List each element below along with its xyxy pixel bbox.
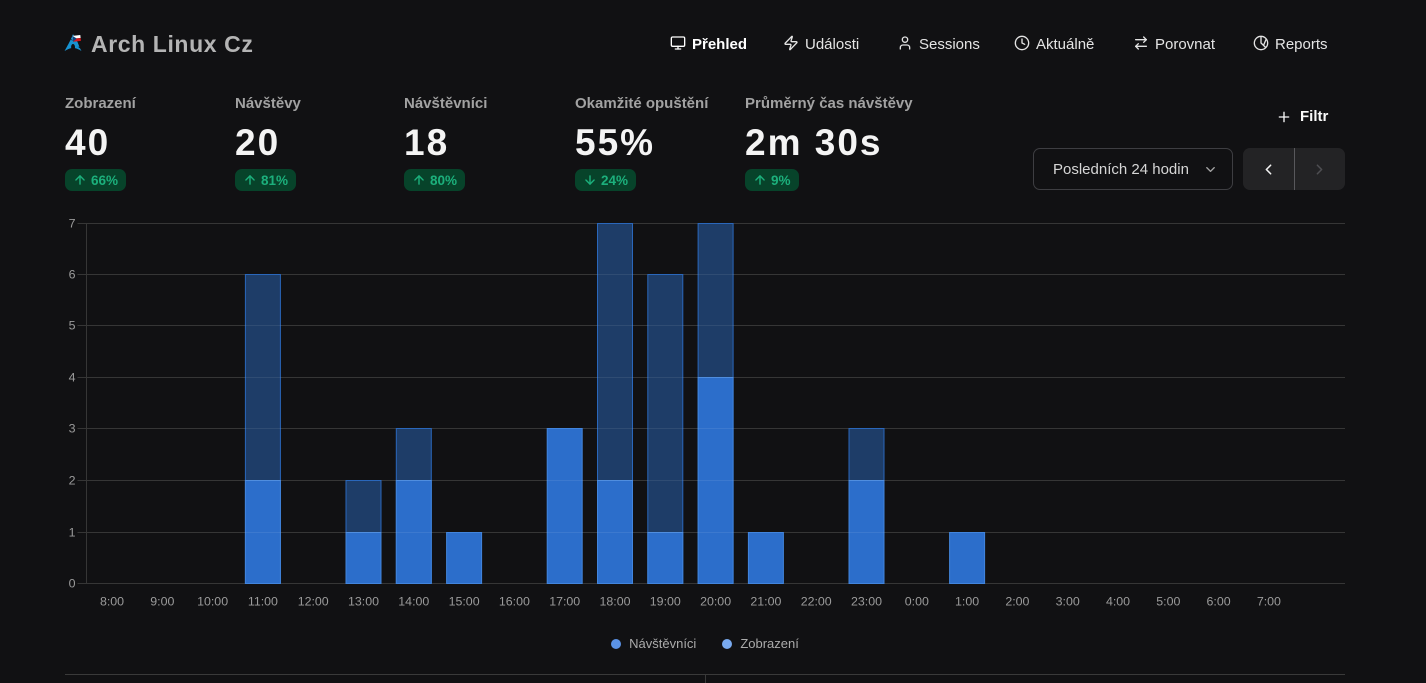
svg-text:7: 7 (69, 217, 76, 231)
svg-text:8:00: 8:00 (100, 595, 124, 609)
svg-text:6:00: 6:00 (1207, 595, 1231, 609)
svg-text:12:00: 12:00 (298, 595, 329, 609)
svg-text:0: 0 (69, 577, 76, 591)
svg-text:21:00: 21:00 (750, 595, 781, 609)
svg-text:7:00: 7:00 (1257, 595, 1281, 609)
svg-text:11:00: 11:00 (248, 595, 278, 609)
svg-text:20:00: 20:00 (700, 595, 731, 609)
svg-text:17:00: 17:00 (549, 595, 580, 609)
svg-text:16:00: 16:00 (499, 595, 530, 609)
svg-text:3:00: 3:00 (1056, 595, 1080, 609)
svg-text:18:00: 18:00 (599, 595, 630, 609)
svg-text:2: 2 (69, 474, 76, 488)
svg-text:22:00: 22:00 (801, 595, 832, 609)
svg-text:14:00: 14:00 (398, 595, 429, 609)
svg-text:1:00: 1:00 (955, 595, 979, 609)
svg-text:1: 1 (69, 526, 76, 540)
svg-text:2:00: 2:00 (1005, 595, 1029, 609)
svg-text:4: 4 (69, 371, 76, 385)
svg-text:4:00: 4:00 (1106, 595, 1130, 609)
svg-text:10:00: 10:00 (197, 595, 228, 609)
svg-text:6: 6 (69, 268, 76, 282)
svg-text:19:00: 19:00 (650, 595, 681, 609)
svg-text:13:00: 13:00 (348, 595, 379, 609)
svg-text:9:00: 9:00 (150, 595, 174, 609)
svg-text:5: 5 (69, 319, 76, 333)
svg-text:5:00: 5:00 (1156, 595, 1180, 609)
svg-text:15:00: 15:00 (449, 595, 480, 609)
svg-text:0:00: 0:00 (905, 595, 929, 609)
svg-text:3: 3 (69, 422, 76, 436)
svg-text:23:00: 23:00 (851, 595, 882, 609)
